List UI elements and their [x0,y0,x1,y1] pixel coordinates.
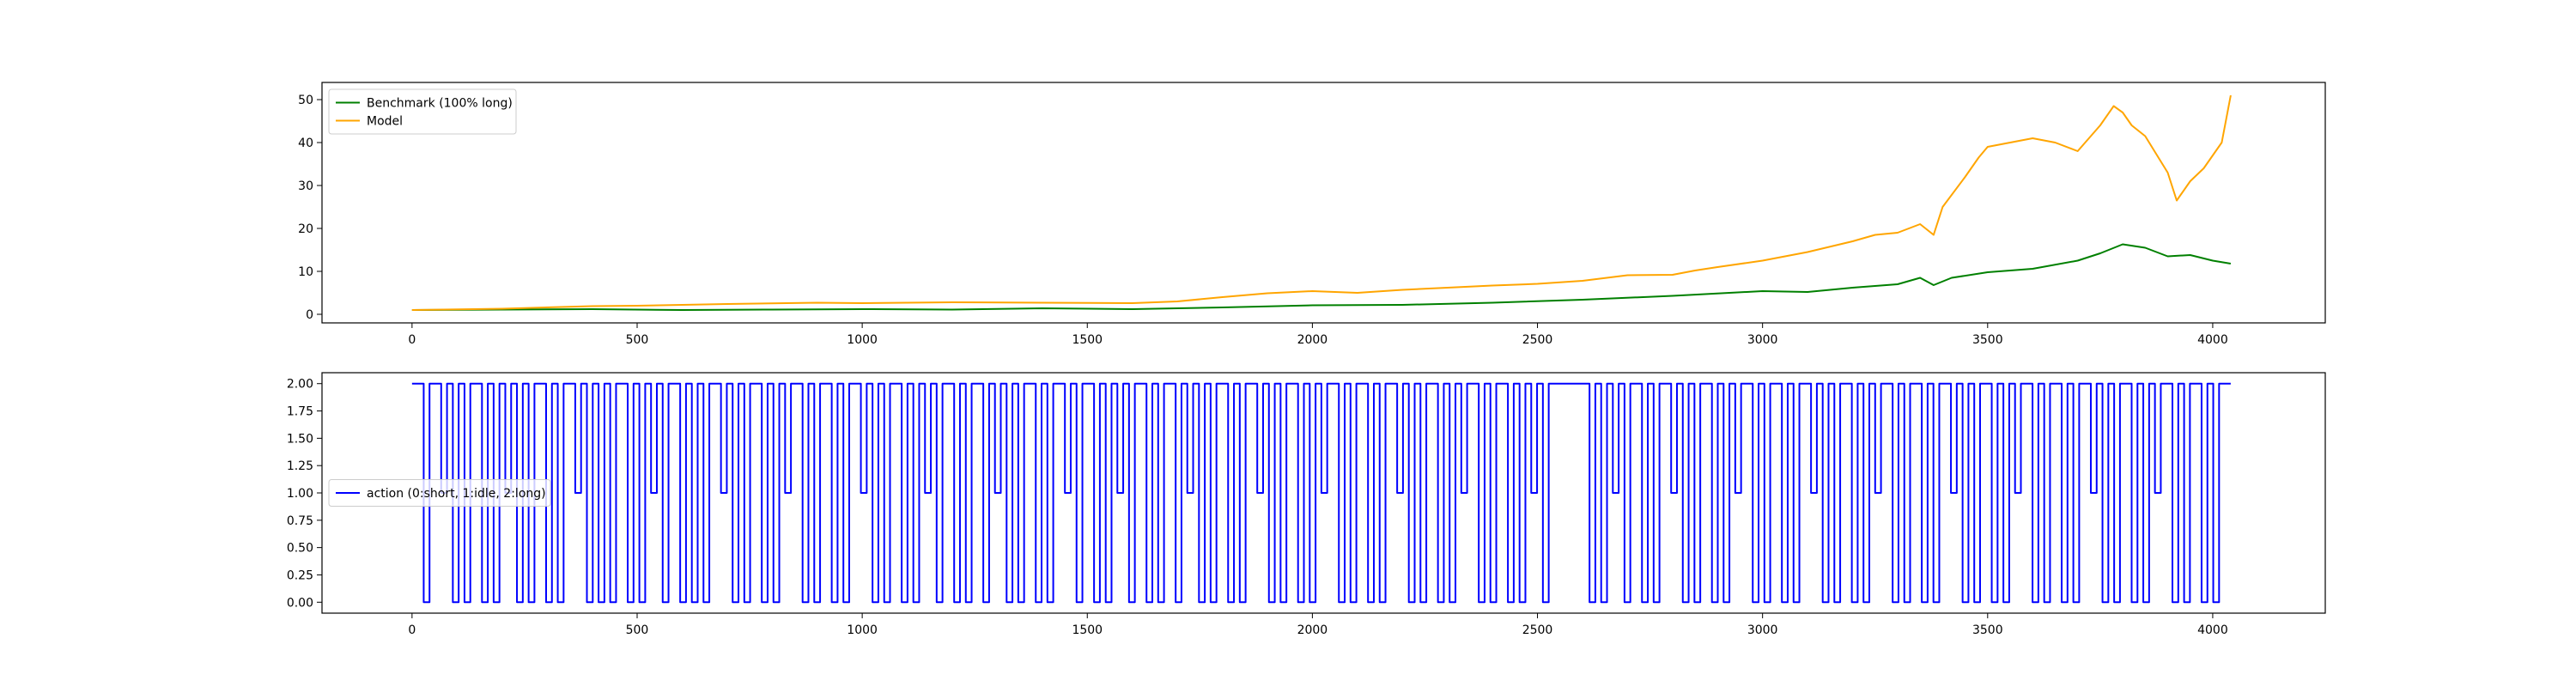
y-tick-label-1-1: 10 [298,265,313,279]
y-tick-label-2-3: 0.75 [287,514,313,528]
x-tick-label-1-6: 3000 [1747,333,1778,347]
x-tick-label-2-7: 3500 [1972,623,2003,637]
x-tick-label-1-5: 2500 [1522,333,1553,347]
y-tick-label-2-7: 1.75 [287,405,313,419]
x-tick-label-1-3: 1500 [1072,333,1103,347]
x-tick-label-1-8: 4000 [2197,333,2228,347]
x-tick-label-2-1: 500 [626,623,649,637]
x-tick-label-2-3: 1500 [1072,623,1103,637]
legend-label-2-1: action (0:short, 1:idle, 2:long) [367,487,546,501]
y-tick-label-1-0: 0 [306,308,313,322]
x-tick-label-2-6: 3000 [1747,623,1778,637]
x-tick-label-1-1: 500 [626,333,649,347]
x-tick-label-2-4: 2000 [1297,623,1328,637]
y-tick-label-1-5: 50 [298,94,313,107]
y-tick-label-1-2: 20 [298,222,313,236]
x-tick-label-1-4: 2000 [1297,333,1328,347]
plot-panel-2: 0 500 1000 1500 2000 2500 3000 3500 4000 0.00 0.25… [287,372,2326,637]
legend-label-1-1: Benchmark (100% long) [367,97,513,111]
y-tick-label-2-4: 1.00 [287,487,313,501]
legend-box-1 [328,88,517,135]
x-tick-label-1-2: 1000 [847,333,878,347]
x-tick-label-1-7: 3500 [1972,333,2003,347]
plot-panel-1: 0 500 1000 1500 2000 2500 3000 3500 4000 0 10 20 30 4… [298,82,2326,347]
x-tick-label-1-0: 0 [408,333,416,347]
y-tick-label-2-5: 1.25 [287,459,313,473]
series-line-2-1 [411,382,2231,604]
series-line-1-1 [411,243,2232,311]
legend-label-1-2: Model [367,115,403,129]
series-line-1-2 [411,94,2232,311]
y-tick-label-2-0: 0.00 [287,596,313,610]
legend-2: action (0:short, 1:idle, 2:long) [328,479,551,507]
x-tick-label-2-2: 1000 [847,623,878,637]
y-tick-label-1-4: 40 [298,137,313,150]
x-tick-label-2-5: 2500 [1522,623,1553,637]
legend-1: Benchmark (100% long) Model [328,88,517,135]
y-tick-label-2-6: 1.50 [287,432,313,446]
x-tick-label-2-0: 0 [408,623,416,637]
legend-box-2 [328,479,551,507]
axes-frame-1 [321,82,2326,324]
y-tick-label-2-1: 0.25 [287,568,313,582]
x-tick-label-2-8: 4000 [2197,623,2228,637]
y-tick-label-2-8: 2.00 [287,378,313,392]
y-tick-label-2-2: 0.50 [287,542,313,556]
y-tick-label-1-3: 30 [298,179,313,193]
